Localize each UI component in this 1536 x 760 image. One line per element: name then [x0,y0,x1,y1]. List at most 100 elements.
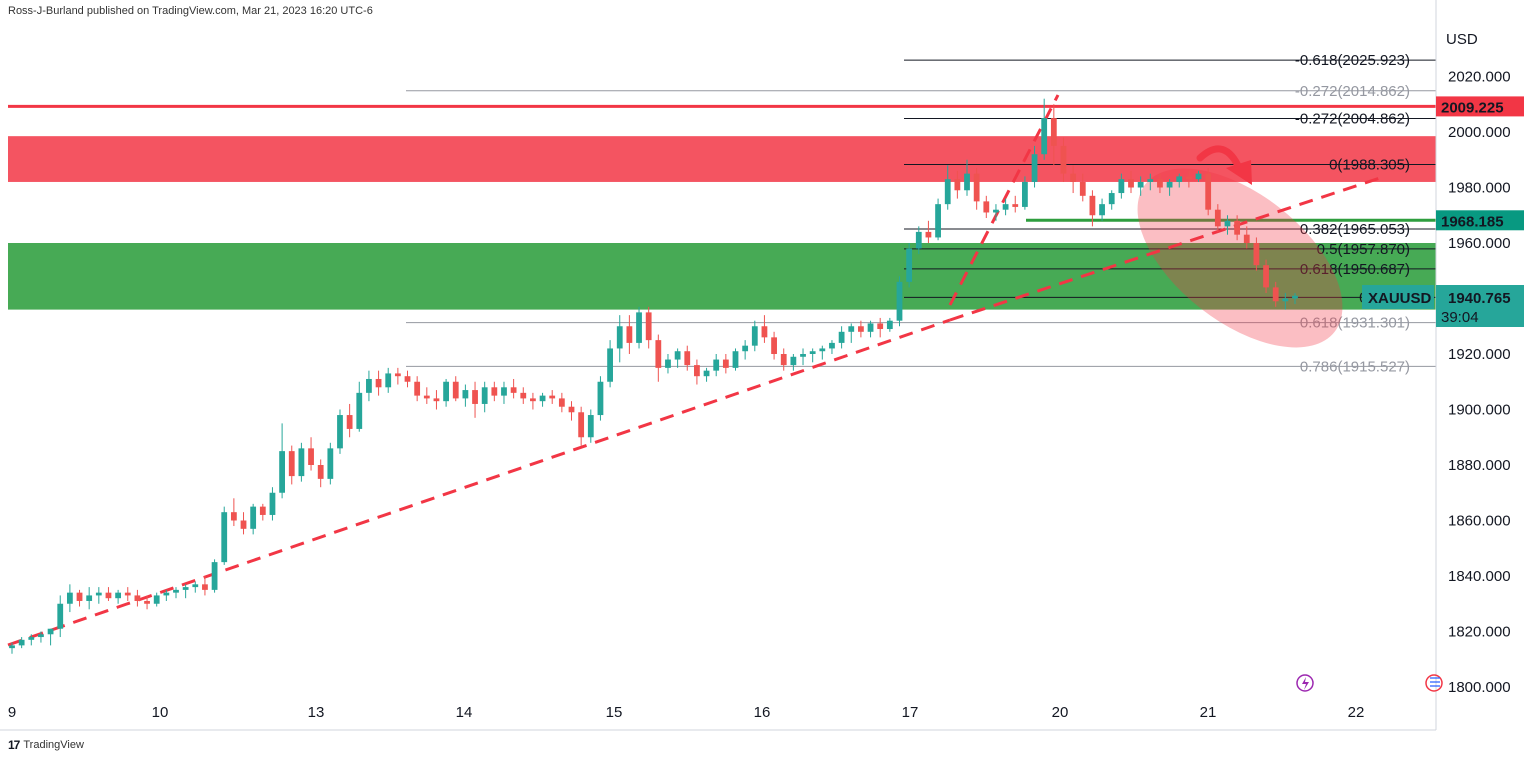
x-tick-label: 14 [456,704,473,721]
lightning-icon[interactable] [1296,674,1314,692]
x-tick-label: 13 [308,704,325,721]
candle-body [713,359,720,371]
candle-body [694,365,700,377]
trendlines-layer [7,94,1381,647]
candle-body [259,506,266,515]
candle-body [530,398,536,402]
candle-body [134,595,141,601]
candle-body [443,381,449,402]
candle-body [1041,118,1048,155]
candle-body [993,209,999,213]
x-tick-label: 17 [902,704,919,721]
candle-body [66,592,73,604]
candle-body [771,337,777,354]
price-text: 1940.765 [1448,290,1511,307]
candle-body [886,320,893,330]
y-tick-label: 1860.000 [1448,513,1511,530]
candle-body [1234,220,1241,235]
resistance-badge: 2009.225 [1436,96,1524,117]
candle-body [655,340,662,368]
candle-body [472,390,478,404]
candle-body [558,398,565,407]
candle-body [95,592,102,596]
candles-layer [9,98,1298,654]
fib-level-label-secondary: 0.618(1931.301) [1300,315,1410,332]
candle-body [269,492,276,515]
candle-body [539,395,546,402]
candle-body [452,381,459,399]
y-tick-label: 1800.000 [1448,679,1511,696]
x-tick-label: 15 [606,704,623,721]
countdown-text: 39:04 [1441,309,1479,326]
candle-body [520,392,527,399]
candle-body [1079,181,1086,196]
resistance-zone [8,136,1436,182]
fib-level-label: 0.618(1950.687) [1300,261,1410,278]
candle-body [288,451,295,477]
y-tick-label: 1820.000 [1448,624,1511,641]
candle-body [173,589,179,593]
candle-body [616,326,623,349]
candle-body [105,592,112,599]
candle-body [819,348,826,352]
bearish-arrow-head [1226,160,1252,185]
y-tick-label: 2020.000 [1448,69,1511,86]
candle-body [944,179,951,205]
support-badge: 1968.185 [1436,210,1524,231]
candle-body [645,312,652,341]
candle-body [800,354,806,357]
candle-body [1108,193,1115,205]
candle-body [1050,118,1057,146]
candle-body [973,173,980,202]
candle-body [76,592,83,601]
y-tick-label: 1900.000 [1448,402,1511,419]
candle-body [1243,234,1250,243]
extended-trendline [949,176,1381,322]
symbol-text: XAUUSD [1368,290,1432,307]
candle-body [915,231,922,249]
x-tick-label: 21 [1200,704,1217,721]
candle-body [626,326,633,343]
candle-body [414,381,421,396]
support-badge-text: 1968.185 [1441,213,1504,230]
bearish-highlight-ellipse [1137,168,1343,348]
footer: 17 TradingView [8,738,84,752]
candle-body [144,600,150,604]
candle-body [163,592,170,596]
x-tick-label: 10 [152,704,169,721]
candle-body [240,520,247,529]
candle-body [1214,209,1221,227]
publisher-header: Ross-J-Burland published on TradingView.… [8,5,373,17]
candle-body [1128,179,1134,188]
candle-body [607,348,613,382]
candle-body [665,359,671,368]
candle-body [1099,204,1105,216]
y-tick-label: 1840.000 [1448,568,1511,585]
y-tick-label: 1920.000 [1448,346,1511,363]
candle-body [780,354,787,366]
currency-label: USD [1446,31,1478,48]
candle-body [848,326,855,332]
candle-body [202,584,208,590]
candle-body [1022,181,1028,207]
candle-body [356,392,363,429]
candle-body [510,387,517,393]
candle-body [568,406,575,413]
candle-body [394,373,401,377]
candle-body [732,351,739,368]
candle-body [47,628,54,635]
flag-icon[interactable] [1425,674,1443,692]
candle-body [790,356,797,366]
candle-body [86,595,93,601]
candle-body [1002,204,1009,210]
candle-body [1253,243,1260,266]
candle-body [385,373,392,388]
candle-body [317,465,324,479]
support-badge-bg [1436,210,1524,231]
candle-body [597,381,604,416]
candle-body [1070,173,1077,182]
long-term-trendline [7,318,951,647]
candle-body [858,326,864,332]
fib-level-label: 0.5(1957.870) [1317,241,1410,258]
